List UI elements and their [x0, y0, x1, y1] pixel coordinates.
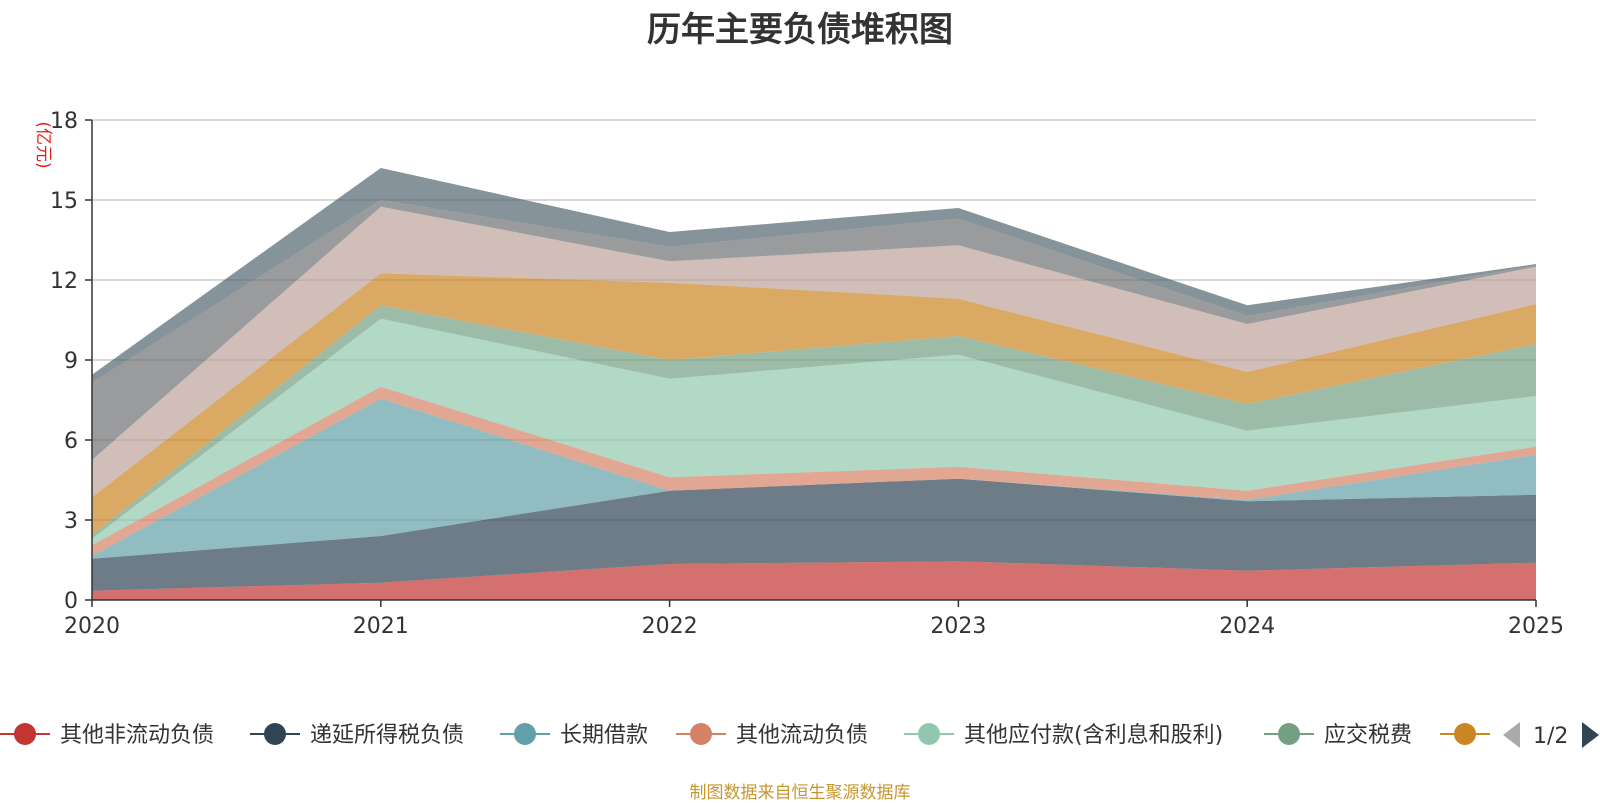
legend-next-arrow-icon[interactable] [1582, 722, 1599, 748]
x-tick-label: 2022 [642, 614, 698, 639]
legend-circle-marker [690, 723, 712, 745]
y-tick-label: 9 [64, 349, 78, 374]
legend-item-0[interactable]: 其他非流动负债 [0, 723, 214, 748]
legend-label: 其他应付款(含利息和股利) [964, 723, 1223, 748]
area-series-7 [92, 206, 1536, 498]
y-tick-label: 12 [50, 269, 78, 294]
y-tick-label: 6 [64, 429, 78, 454]
legend-circle-marker [14, 723, 36, 745]
legend-item-3[interactable]: 其他流动负债 [676, 723, 868, 748]
legend-item-4[interactable]: 其他应付款(含利息和股利) [904, 723, 1223, 748]
y-axis-label: (亿元) [33, 121, 53, 168]
area-series-8 [92, 200, 1536, 460]
legend-circle-marker [514, 723, 536, 745]
area-series-1 [92, 478, 1536, 591]
area-series-4 [92, 318, 1536, 546]
area-series-2 [92, 398, 1536, 559]
y-tick-label: 3 [64, 509, 78, 534]
x-tick-label: 2024 [1219, 614, 1275, 639]
legend-label: 递延所得税负债 [310, 723, 464, 748]
legend-label: 其他非流动负债 [60, 723, 214, 748]
legend-label: 其他流动负债 [736, 723, 868, 748]
legend-circle-marker [1278, 723, 1300, 745]
x-tick-label: 2025 [1508, 614, 1564, 639]
area-series [92, 168, 1536, 600]
x-tick-label: 2021 [353, 614, 409, 639]
legend-page-indicator: 1/2 [1533, 724, 1568, 749]
area-series-0 [92, 561, 1536, 600]
y-tick-label: 15 [50, 189, 78, 214]
source-note: 制图数据来自恒生聚源数据库 [689, 783, 911, 803]
area-series-5 [92, 305, 1536, 539]
legend-item-2[interactable]: 长期借款 [500, 723, 648, 748]
legend-item-1[interactable]: 递延所得税负债 [250, 723, 464, 748]
x-tick-label: 2023 [930, 614, 986, 639]
legend-label: 长期借款 [560, 723, 648, 748]
legend: 其他非流动负债 递延所得税负债 长期借款 其他流动负债 其他应付款(含利息和股利) 应交税… [0, 722, 1599, 749]
legend-item-6[interactable] [1440, 723, 1490, 745]
area-series-6 [92, 273, 1536, 535]
legend-item-5[interactable]: 应交税费 [1264, 723, 1412, 748]
legend-circle-marker [918, 723, 940, 745]
x-tick-label: 2020 [64, 614, 120, 639]
legend-label: 应交税费 [1324, 723, 1412, 748]
chart-title: 历年主要负债堆积图 [647, 10, 953, 50]
legend-circle-marker [264, 723, 286, 745]
legend-prev-arrow-icon[interactable] [1503, 722, 1520, 748]
legend-circle-marker [1454, 723, 1476, 745]
axes: 0 3 6 9 12 15 18 2020 2021 2022 2023 2024 2025 [50, 109, 1564, 639]
y-tick-label: 18 [50, 109, 78, 134]
y-tick-label: 0 [64, 589, 78, 614]
